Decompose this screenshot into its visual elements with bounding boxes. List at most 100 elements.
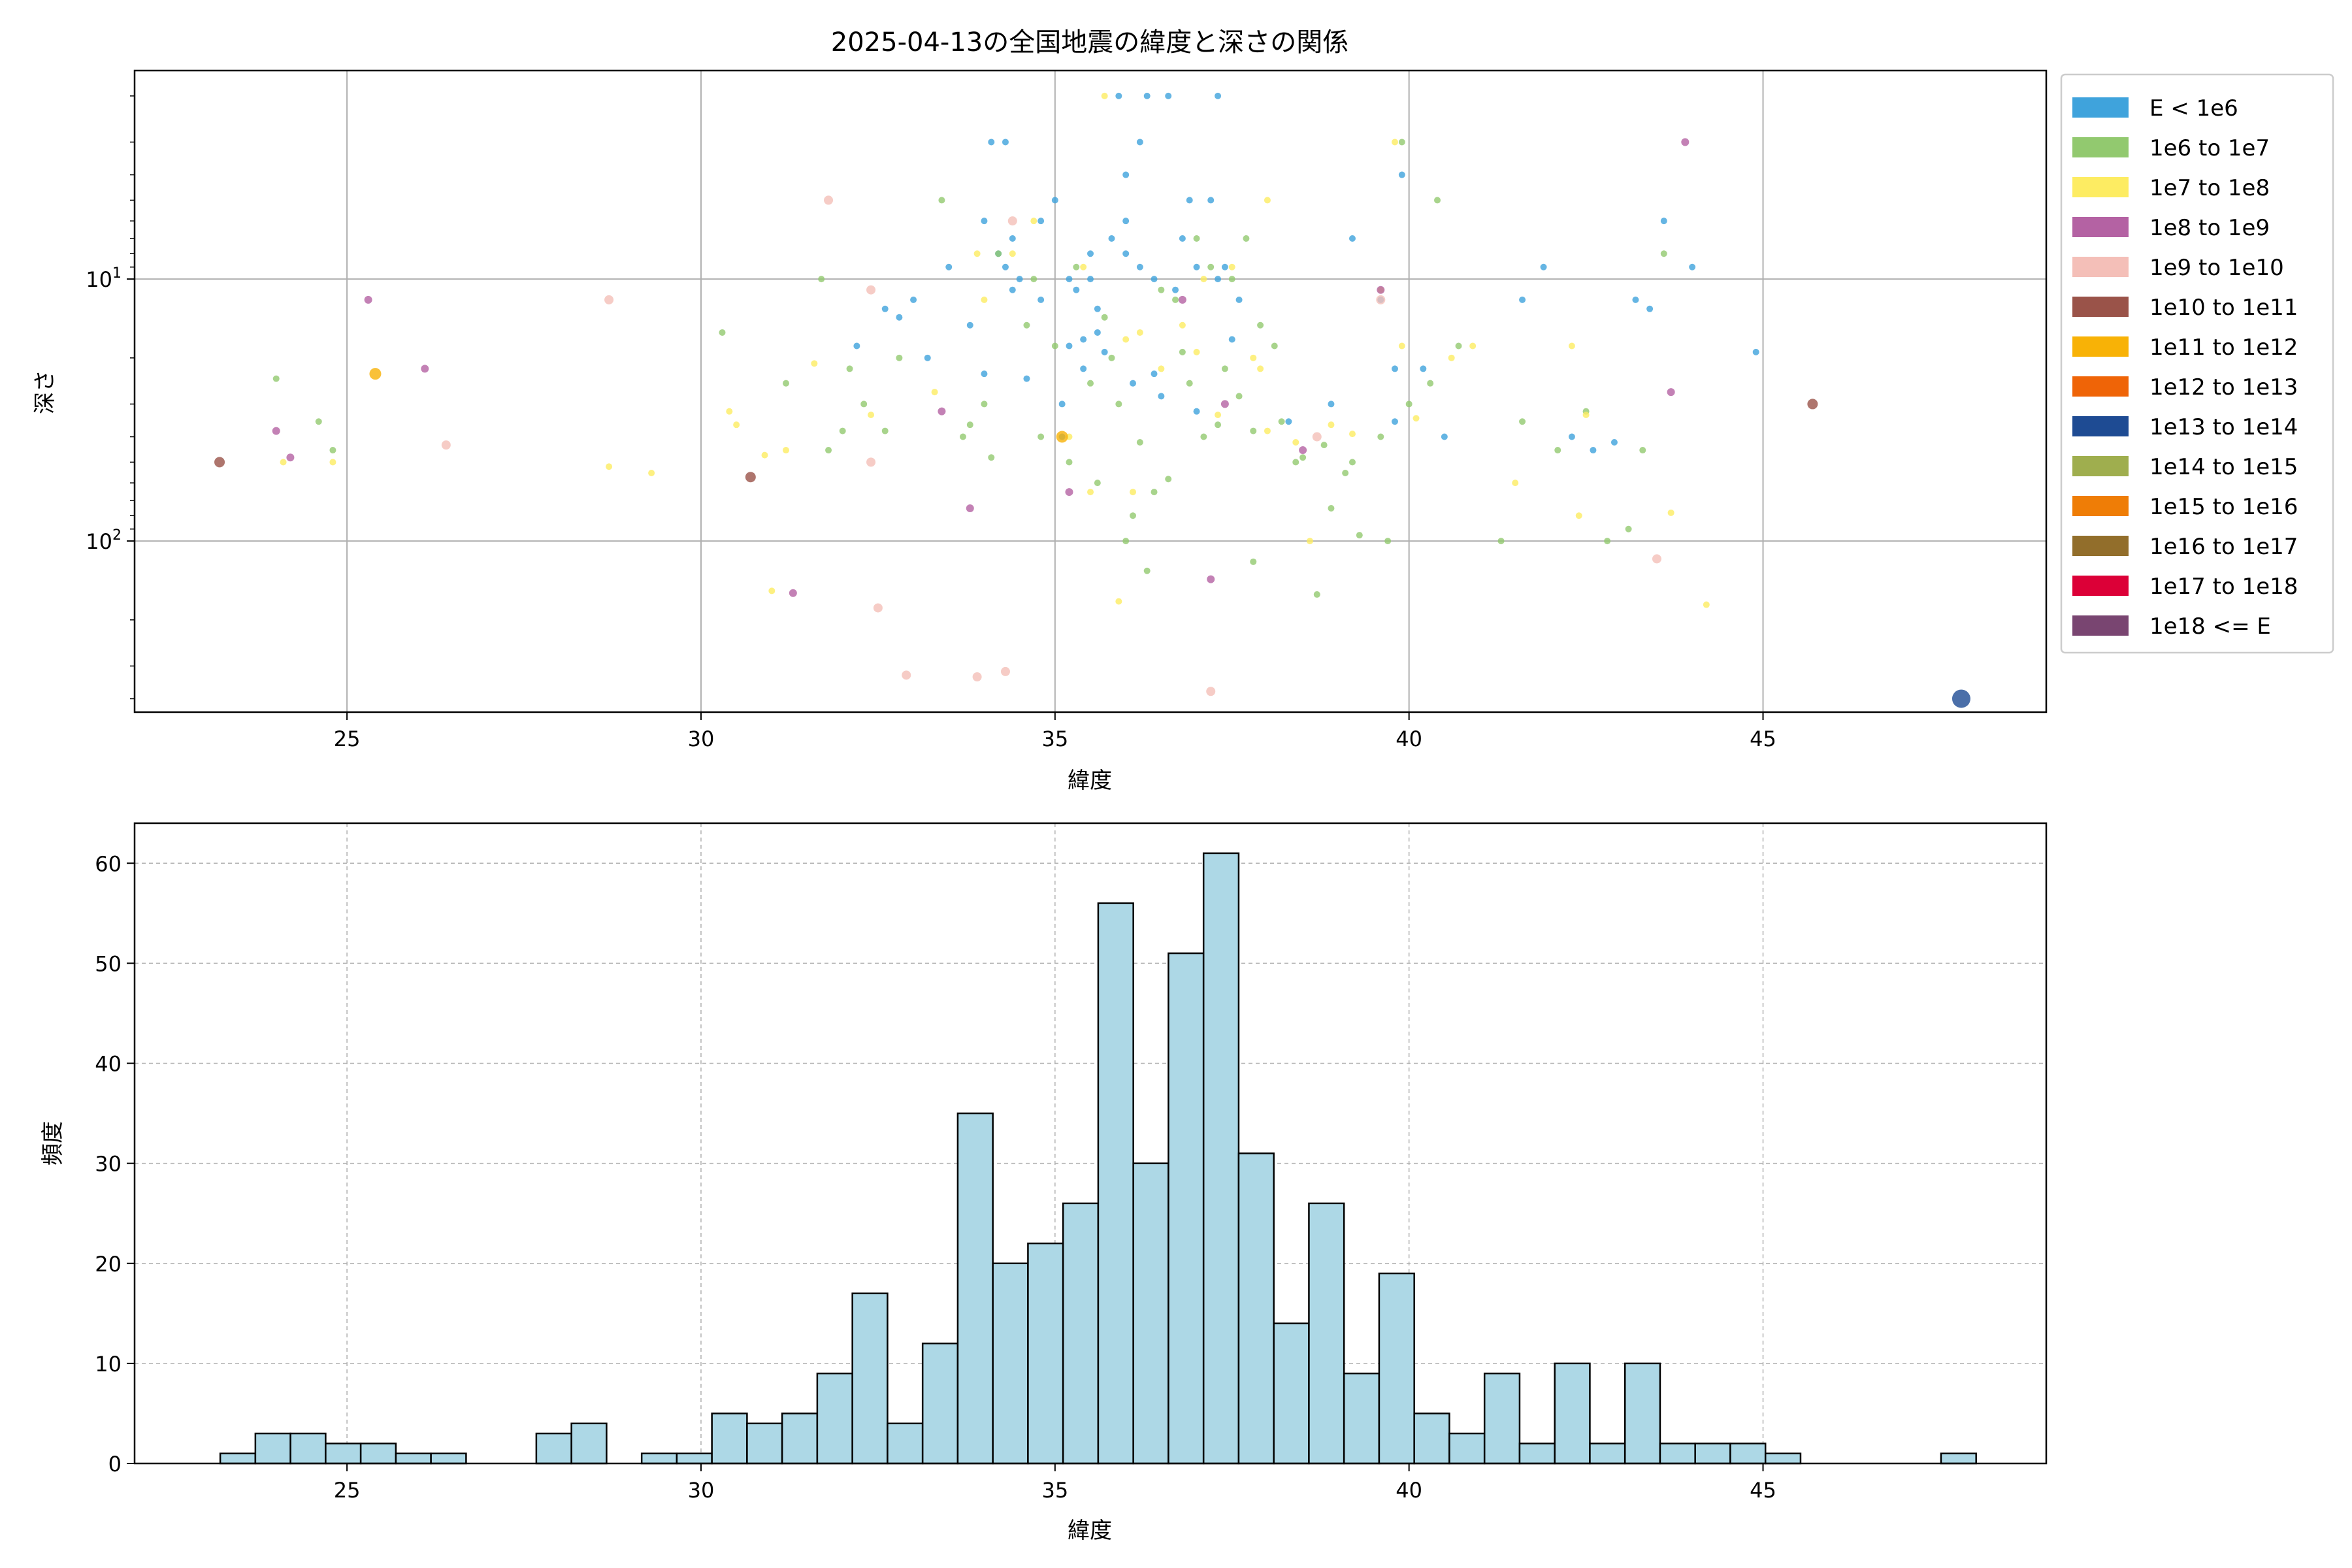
scatter-point: [866, 457, 876, 467]
histogram-x-tick-label: 40: [1396, 1478, 1422, 1503]
scatter-point: [1342, 469, 1349, 476]
scatter-point: [1575, 512, 1582, 519]
histogram-bar: [640, 1452, 678, 1465]
scatter-point: [733, 421, 740, 429]
histogram-bar: [1413, 1413, 1450, 1465]
scatter-point: [1087, 489, 1094, 496]
scatter-frame: [133, 69, 2048, 713]
scatter-point: [988, 139, 995, 146]
scatter-point: [1023, 321, 1030, 329]
histogram-bar: [1659, 1443, 1696, 1465]
scatter-point: [1420, 365, 1427, 372]
scatter-point: [1568, 433, 1575, 440]
scatter-point: [1278, 418, 1285, 425]
scatter-point: [719, 329, 726, 336]
scatter-point: [1348, 459, 1356, 466]
legend-swatch: [2072, 297, 2129, 317]
histogram-bar: [254, 1432, 291, 1465]
scatter-point: [1087, 276, 1094, 283]
scatter-point: [1037, 218, 1045, 225]
scatter-x-tick-label: 45: [1750, 727, 1776, 751]
scatter-point: [1519, 296, 1526, 303]
scatter-point: [1377, 433, 1384, 440]
scatter-point: [1030, 276, 1037, 283]
scatter-point: [1221, 263, 1228, 270]
scatter-y-tick-label: 102: [86, 527, 122, 554]
histogram-bar: [711, 1413, 748, 1465]
scatter-point: [924, 354, 931, 361]
scatter-point: [1356, 532, 1363, 539]
histogram-bar: [1589, 1443, 1626, 1465]
histogram-bar: [359, 1443, 397, 1465]
scatter-point: [972, 672, 982, 681]
scatter-point: [1130, 512, 1137, 519]
scatter-point: [981, 218, 988, 225]
scatter-point: [1328, 421, 1335, 429]
scatter-point: [1215, 276, 1222, 283]
legend-swatch: [2072, 97, 2129, 118]
scatter-point: [1101, 314, 1108, 321]
scatter-point: [1158, 286, 1165, 293]
histogram-bar: [1694, 1443, 1731, 1465]
scatter-point: [1652, 554, 1661, 564]
legend-label: 1e14 to 1e15: [2149, 454, 2298, 480]
scatter-point: [1639, 447, 1646, 454]
scatter-point: [1151, 370, 1158, 378]
scatter-point: [853, 342, 860, 350]
scatter-title: 2025-04-13の全国地震の緯度と深さの関係: [831, 27, 1348, 57]
legend-swatch: [2072, 217, 2129, 237]
scatter-x-label: 緯度: [1068, 768, 1112, 794]
scatter-point: [272, 375, 280, 382]
scatter-point: [1122, 538, 1130, 545]
histogram-bar: [1308, 1202, 1345, 1465]
histogram-bar: [1062, 1202, 1100, 1465]
scatter-point: [1122, 171, 1130, 178]
scatter-point: [1807, 399, 1818, 410]
scatter-point: [1448, 354, 1455, 361]
scatter-point: [1582, 412, 1590, 419]
legend-swatch: [2072, 536, 2129, 556]
scatter-point: [604, 295, 614, 304]
scatter-x-tick-label: 35: [1041, 727, 1068, 751]
scatter-point: [1179, 235, 1186, 242]
scatter-point: [910, 296, 917, 303]
scatter-point: [421, 365, 429, 373]
scatter-point: [1391, 139, 1398, 146]
histogram-bar: [1027, 1242, 1064, 1465]
histogram-y-tick-label: 30: [95, 1152, 122, 1177]
scatter-point: [768, 587, 776, 595]
scatter-point: [1667, 388, 1675, 397]
scatter-point: [1667, 509, 1674, 516]
histogram-y-tick-label: 40: [95, 1052, 122, 1077]
scatter-point: [1376, 295, 1386, 304]
histogram-bar: [1132, 1162, 1169, 1465]
scatter-point: [1200, 276, 1207, 283]
scatter-point: [1016, 276, 1023, 283]
scatter-point: [811, 360, 818, 367]
scatter-point: [1610, 439, 1618, 446]
scatter-point: [1002, 139, 1009, 146]
legend-swatch: [2072, 177, 2129, 197]
histogram-x-tick-label: 25: [334, 1478, 361, 1503]
scatter-point: [1108, 354, 1115, 361]
scatter-point: [1703, 601, 1710, 608]
scatter-point: [1228, 336, 1235, 343]
histogram-bar: [956, 1112, 994, 1465]
scatter-point: [981, 370, 988, 378]
legend-swatch: [2072, 336, 2129, 357]
scatter-point: [1179, 321, 1186, 329]
scatter-point: [973, 250, 981, 257]
histogram-bar: [1483, 1372, 1521, 1465]
scatter-point: [1215, 92, 1222, 99]
histogram-bar: [1729, 1443, 1767, 1465]
histogram-bar: [1378, 1272, 1415, 1465]
scatter-point: [1257, 365, 1264, 372]
histogram-bar: [219, 1452, 257, 1465]
scatter-point: [1398, 171, 1405, 178]
scatter-point: [1228, 263, 1235, 270]
scatter-point: [896, 314, 903, 321]
scatter-point: [1158, 393, 1165, 400]
scatter-point: [1009, 286, 1016, 293]
histogram-bar: [535, 1432, 572, 1465]
scatter-point: [966, 321, 973, 329]
